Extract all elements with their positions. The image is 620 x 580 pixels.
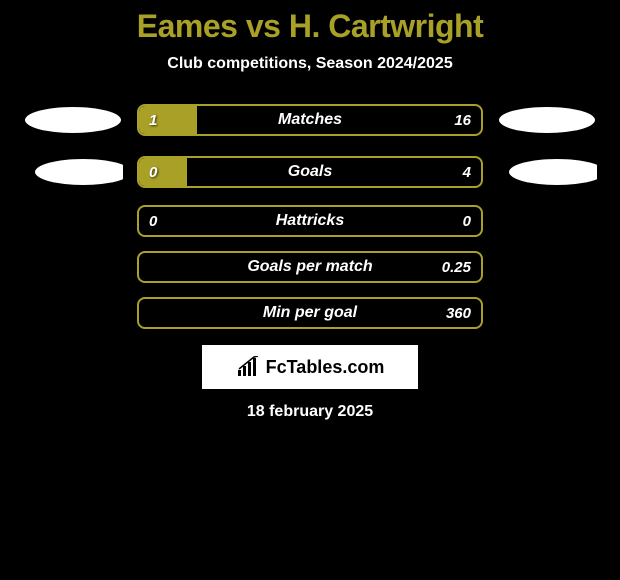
brand-box: FcTables.com xyxy=(202,345,418,389)
stat-bar: Min per goal360 xyxy=(137,297,483,329)
stat-label: Goals xyxy=(139,158,481,186)
stat-label: Min per goal xyxy=(139,299,481,327)
stat-label: Matches xyxy=(139,106,481,134)
stat-value-right: 0 xyxy=(463,207,471,235)
stat-label: Goals per match xyxy=(139,253,481,281)
player-avatar-right xyxy=(497,101,597,139)
stat-bar: Goals per match0.25 xyxy=(137,251,483,283)
stat-bar: 1Matches16 xyxy=(137,104,483,136)
player-avatar-left xyxy=(23,101,123,139)
stat-row: 0Hattricks0 xyxy=(0,205,620,237)
stat-row: 1Matches16 xyxy=(0,101,620,139)
stat-bar: 0Goals4 xyxy=(137,156,483,188)
stat-value-right: 16 xyxy=(454,106,471,134)
stat-value-right: 360 xyxy=(446,299,471,327)
infographic-container: Eames vs H. Cartwright Club competitions… xyxy=(0,0,620,421)
stat-value-right: 0.25 xyxy=(442,253,471,281)
stats-rows: 1Matches160Goals40Hattricks0Goals per ma… xyxy=(0,101,620,329)
page-subtitle: Club competitions, Season 2024/2025 xyxy=(0,55,620,73)
player-avatar-right xyxy=(497,153,597,191)
stat-row: 0Goals4 xyxy=(0,153,620,191)
player-avatar-left xyxy=(23,153,123,191)
brand-chart-icon xyxy=(236,356,262,378)
brand-text: FcTables.com xyxy=(266,357,385,378)
stat-value-right: 4 xyxy=(463,158,471,186)
page-title: Eames vs H. Cartwright xyxy=(0,8,620,45)
stat-bar: 0Hattricks0 xyxy=(137,205,483,237)
date-text: 18 february 2025 xyxy=(0,403,620,421)
stat-row: Min per goal360 xyxy=(0,297,620,329)
stat-label: Hattricks xyxy=(139,207,481,235)
stat-row: Goals per match0.25 xyxy=(0,251,620,283)
